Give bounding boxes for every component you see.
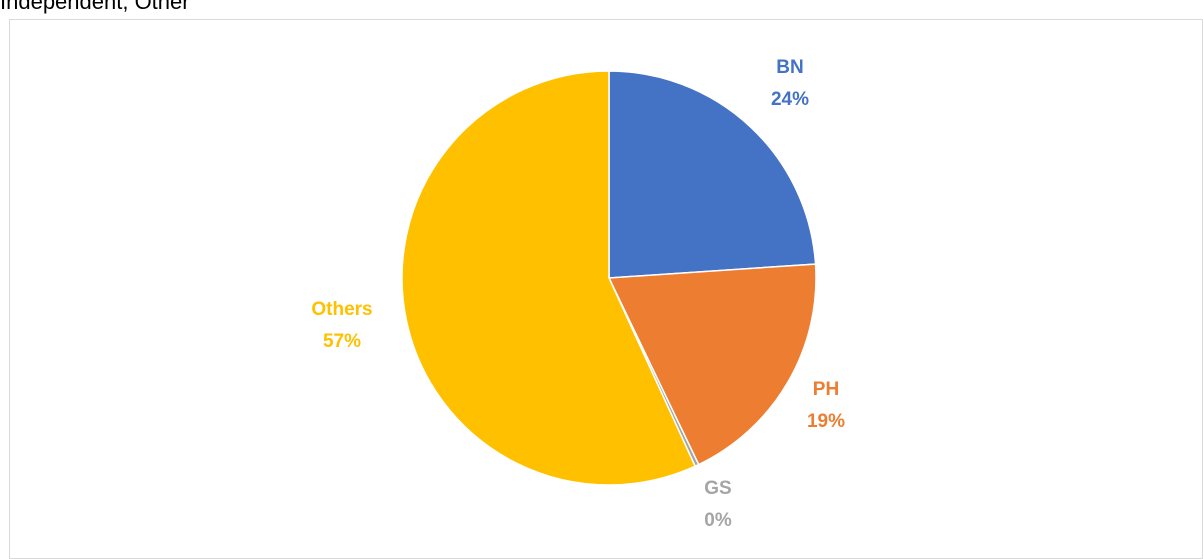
pie-labels: BN 24% PH 19% GS 0% Others 57% (311, 57, 845, 531)
slice-percent-ph: 19% (807, 411, 845, 432)
slice-percent-gs: 0% (704, 510, 732, 531)
pie-chart: BN 24% PH 19% GS 0% Others 57% (311, 57, 845, 531)
slice-label-ph: PH (813, 379, 839, 400)
pie-slice-bn (608, 70, 817, 279)
slice-percent-others: 57% (323, 331, 361, 352)
slice-label-bn: BN (776, 57, 803, 78)
chart-caption: Independent, Other (0, 0, 190, 14)
slice-label-others: Others (311, 299, 372, 320)
slice-percent-bn: 24% (771, 89, 809, 110)
pie-slices (401, 70, 817, 486)
slice-label-gs: GS (704, 478, 731, 499)
pie-slice-ph (607, 263, 817, 466)
pie-slice-others (401, 70, 697, 486)
